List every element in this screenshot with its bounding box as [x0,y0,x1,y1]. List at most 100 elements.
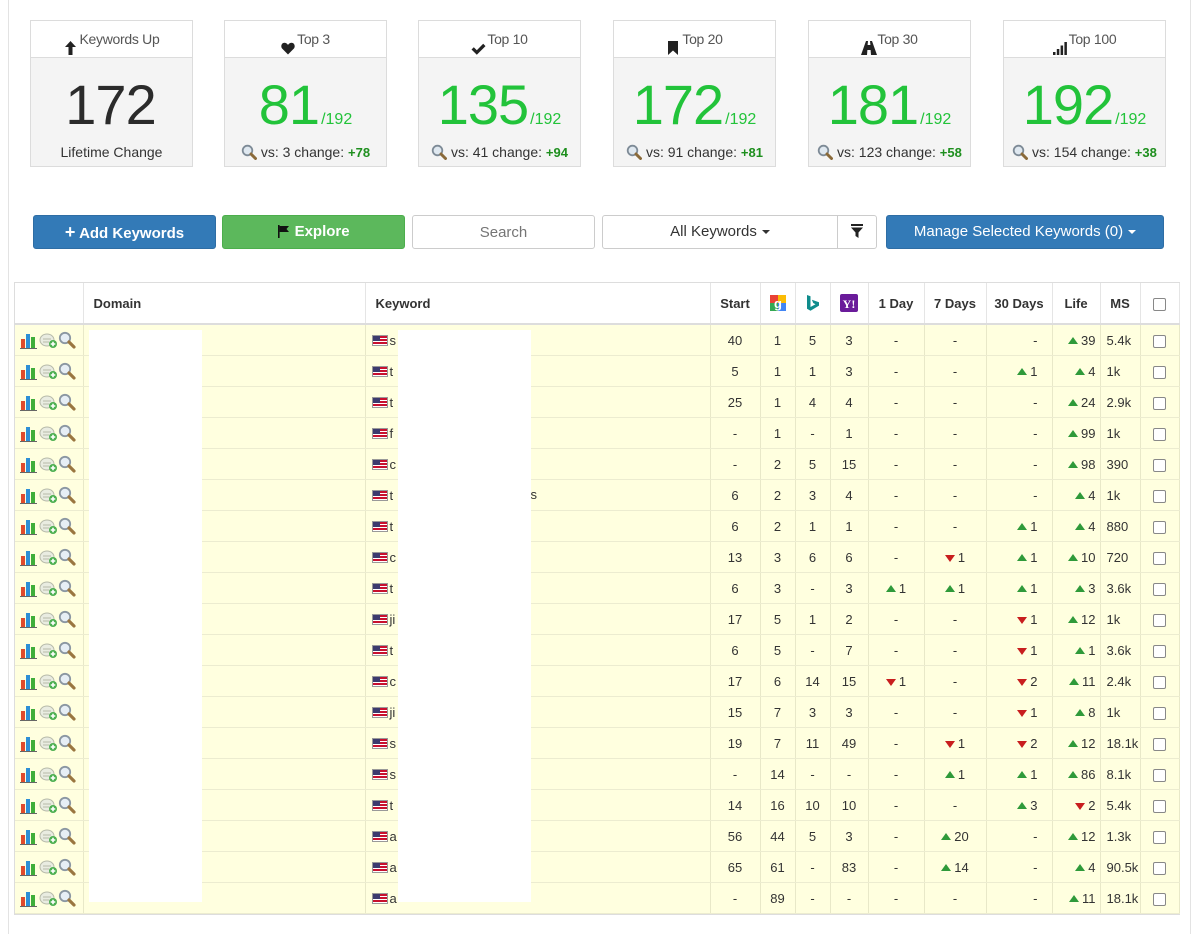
seven-days-header[interactable]: 7 Days [924,283,987,325]
manage-selected-keywords-button[interactable]: Manage Selected Keywords (0) [886,215,1164,249]
select-cell[interactable] [1140,541,1180,573]
magnifier-icon[interactable] [58,641,76,659]
row-checkbox[interactable] [1153,396,1166,410]
magnifier-icon[interactable] [58,796,76,814]
select-cell[interactable] [1140,789,1180,821]
bar-chart-icon[interactable] [20,610,38,628]
row-checkbox[interactable] [1153,551,1166,565]
notes-add-icon[interactable] [39,486,57,504]
bar-chart-icon[interactable] [20,455,38,473]
magnifier-icon[interactable] [58,393,76,411]
magnifier-icon[interactable] [58,765,76,783]
one-day-header[interactable]: 1 Day [868,283,925,325]
magnifier-icon[interactable] [58,858,76,876]
explore-button[interactable]: Explore [222,215,405,249]
start-header[interactable]: Start [710,283,761,325]
bar-chart-icon[interactable] [20,424,38,442]
magnifier-icon[interactable] [58,486,76,504]
notes-add-icon[interactable] [39,889,57,907]
select-cell[interactable] [1140,882,1180,914]
select-cell[interactable] [1140,851,1180,883]
row-checkbox[interactable] [1153,644,1166,658]
select-cell[interactable] [1140,758,1180,790]
bar-chart-icon[interactable] [20,889,38,907]
notes-add-icon[interactable] [39,796,57,814]
select-cell[interactable] [1140,479,1180,511]
notes-add-icon[interactable] [39,579,57,597]
select-cell[interactable] [1140,820,1180,852]
row-checkbox[interactable] [1153,582,1166,596]
row-checkbox[interactable] [1153,737,1166,751]
keyword-header[interactable]: Keyword [365,283,711,325]
bar-chart-icon[interactable] [20,486,38,504]
table-row[interactable]: s - 14 - - - 1 1 86 8.1k [15,758,1180,790]
row-checkbox[interactable] [1153,675,1166,689]
select-cell[interactable] [1140,355,1180,387]
row-checkbox[interactable] [1153,768,1166,782]
select-all-checkbox[interactable] [1153,297,1166,311]
magnifier-icon[interactable] [58,827,76,845]
row-checkbox[interactable] [1153,613,1166,627]
row-checkbox[interactable] [1153,334,1166,348]
notes-add-icon[interactable] [39,858,57,876]
notes-add-icon[interactable] [39,455,57,473]
bar-chart-icon[interactable] [20,765,38,783]
bar-chart-icon[interactable] [20,734,38,752]
select-all-header[interactable] [1140,283,1180,325]
select-cell[interactable] [1140,727,1180,759]
google-header[interactable]: g [760,283,796,325]
row-checkbox[interactable] [1153,520,1166,534]
ms-header[interactable]: MS [1100,283,1141,325]
magnifier-icon[interactable] [58,703,76,721]
bar-chart-icon[interactable] [20,796,38,814]
select-cell[interactable] [1140,603,1180,635]
select-cell[interactable] [1140,665,1180,697]
notes-add-icon[interactable] [39,393,57,411]
magnifier-icon[interactable] [58,517,76,535]
bar-chart-icon[interactable] [20,548,38,566]
row-checkbox[interactable] [1153,489,1166,503]
bar-chart-icon[interactable] [20,641,38,659]
table-row[interactable]: c 17 6 14 15 1 - 2 11 2.4k [15,665,1180,697]
select-cell[interactable] [1140,634,1180,666]
row-checkbox[interactable] [1153,861,1166,875]
notes-add-icon[interactable] [39,641,57,659]
domain-header[interactable]: Domain [83,283,366,325]
thirty-days-header[interactable]: 30 Days [986,283,1053,325]
notes-add-icon[interactable] [39,362,57,380]
notes-add-icon[interactable] [39,765,57,783]
row-checkbox[interactable] [1153,427,1166,441]
bar-chart-icon[interactable] [20,703,38,721]
magnifier-icon[interactable] [58,579,76,597]
bar-chart-icon[interactable] [20,393,38,411]
bar-chart-icon[interactable] [20,579,38,597]
add-keywords-button[interactable]: + Add Keywords [33,215,216,249]
select-cell[interactable] [1140,696,1180,728]
magnifier-icon[interactable] [58,362,76,380]
magnifier-icon[interactable] [58,331,76,349]
magnifier-icon[interactable] [58,610,76,628]
select-cell[interactable] [1140,417,1180,449]
select-cell[interactable] [1140,448,1180,480]
notes-add-icon[interactable] [39,672,57,690]
select-cell[interactable] [1140,386,1180,418]
magnifier-icon[interactable] [58,548,76,566]
magnifier-icon[interactable] [58,455,76,473]
row-checkbox[interactable] [1153,706,1166,720]
bar-chart-icon[interactable] [20,517,38,535]
magnifier-icon[interactable] [58,889,76,907]
filter-button[interactable] [837,215,877,249]
row-checkbox[interactable] [1153,830,1166,844]
yahoo-header[interactable]: Y! [830,283,869,325]
table-row[interactable]: c 13 3 6 6 - 1 1 10 720 [15,541,1180,573]
notes-add-icon[interactable] [39,703,57,721]
bar-chart-icon[interactable] [20,672,38,690]
notes-add-icon[interactable] [39,548,57,566]
row-checkbox[interactable] [1153,458,1166,472]
select-cell[interactable] [1140,510,1180,542]
notes-add-icon[interactable] [39,517,57,535]
magnifier-icon[interactable] [58,734,76,752]
notes-add-icon[interactable] [39,734,57,752]
life-header[interactable]: Life [1052,283,1101,325]
row-checkbox[interactable] [1153,365,1166,379]
